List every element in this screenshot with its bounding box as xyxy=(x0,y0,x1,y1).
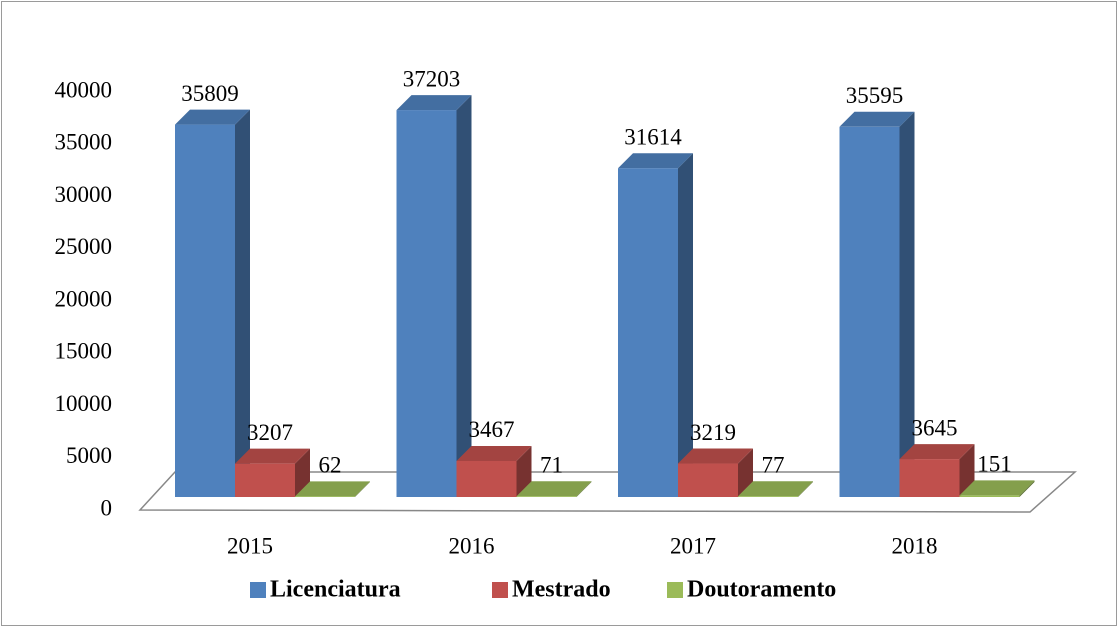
y-tick-label: 30000 xyxy=(55,182,113,207)
bar-side xyxy=(516,445,532,497)
bar-side xyxy=(1019,480,1035,497)
y-tick-label: 15000 xyxy=(55,339,113,364)
bar-side xyxy=(456,95,472,497)
x-tick-label: 2018 xyxy=(892,533,938,558)
bar xyxy=(516,496,577,497)
legend-label: Mestrado xyxy=(512,577,611,603)
bar-top xyxy=(839,111,915,127)
legend-label: Licenciatura xyxy=(270,577,401,603)
bar-top xyxy=(456,445,532,461)
bar xyxy=(618,168,678,497)
bar-side xyxy=(738,448,753,497)
bar-top xyxy=(678,448,753,464)
data-label: 3219 xyxy=(690,420,736,445)
y-tick-label: 40000 xyxy=(55,77,113,102)
y-tick-label: 10000 xyxy=(55,391,113,416)
bar-top xyxy=(396,95,472,111)
bar-side xyxy=(798,481,813,497)
data-label: 31614 xyxy=(624,124,682,149)
data-label: 37203 xyxy=(403,66,461,91)
y-tick-label: 5000 xyxy=(66,443,112,468)
data-label: 151 xyxy=(977,452,1012,477)
bar xyxy=(678,463,738,497)
x-tick-label: 2017 xyxy=(670,533,716,558)
bar-top xyxy=(959,480,1035,496)
bar-side xyxy=(235,109,250,498)
data-label: 77 xyxy=(762,452,785,477)
bar-side xyxy=(899,111,915,497)
bar-side xyxy=(576,481,592,497)
bar-side xyxy=(678,153,693,497)
bar xyxy=(295,496,355,497)
bar-top xyxy=(738,481,813,497)
data-label: 3207 xyxy=(247,420,293,445)
bar xyxy=(235,463,295,497)
legend-swatch xyxy=(667,582,683,598)
bar-top xyxy=(899,444,975,460)
x-tick-label: 2016 xyxy=(449,533,495,558)
legend-swatch xyxy=(492,582,508,598)
bar-top xyxy=(235,448,310,464)
bar xyxy=(175,124,235,498)
bar-top xyxy=(175,109,250,125)
data-label: 3645 xyxy=(912,415,958,440)
bar xyxy=(738,496,798,497)
data-label: 71 xyxy=(540,453,563,478)
bar xyxy=(959,495,1020,497)
bar xyxy=(456,460,517,497)
bar-top xyxy=(516,481,592,497)
bar-top xyxy=(295,481,370,497)
data-label: 35595 xyxy=(846,83,904,108)
legend-label: Doutoramento xyxy=(687,577,836,603)
x-tick-label: 2015 xyxy=(227,533,273,558)
y-tick-label: 25000 xyxy=(55,234,113,259)
bar-side xyxy=(355,481,370,497)
y-tick-label: 35000 xyxy=(55,130,113,155)
legend-swatch xyxy=(250,582,266,598)
bar-side xyxy=(959,444,975,497)
y-tick-label: 20000 xyxy=(55,286,113,311)
bar xyxy=(839,126,900,497)
bar-top xyxy=(618,153,693,169)
floor xyxy=(138,471,1077,513)
y-tick-label: 0 xyxy=(101,495,113,520)
data-label: 3467 xyxy=(469,417,515,442)
data-label: 62 xyxy=(319,453,342,478)
bar-side xyxy=(295,448,310,497)
bar xyxy=(899,459,960,497)
data-label: 35809 xyxy=(181,81,239,106)
bar xyxy=(396,110,457,497)
